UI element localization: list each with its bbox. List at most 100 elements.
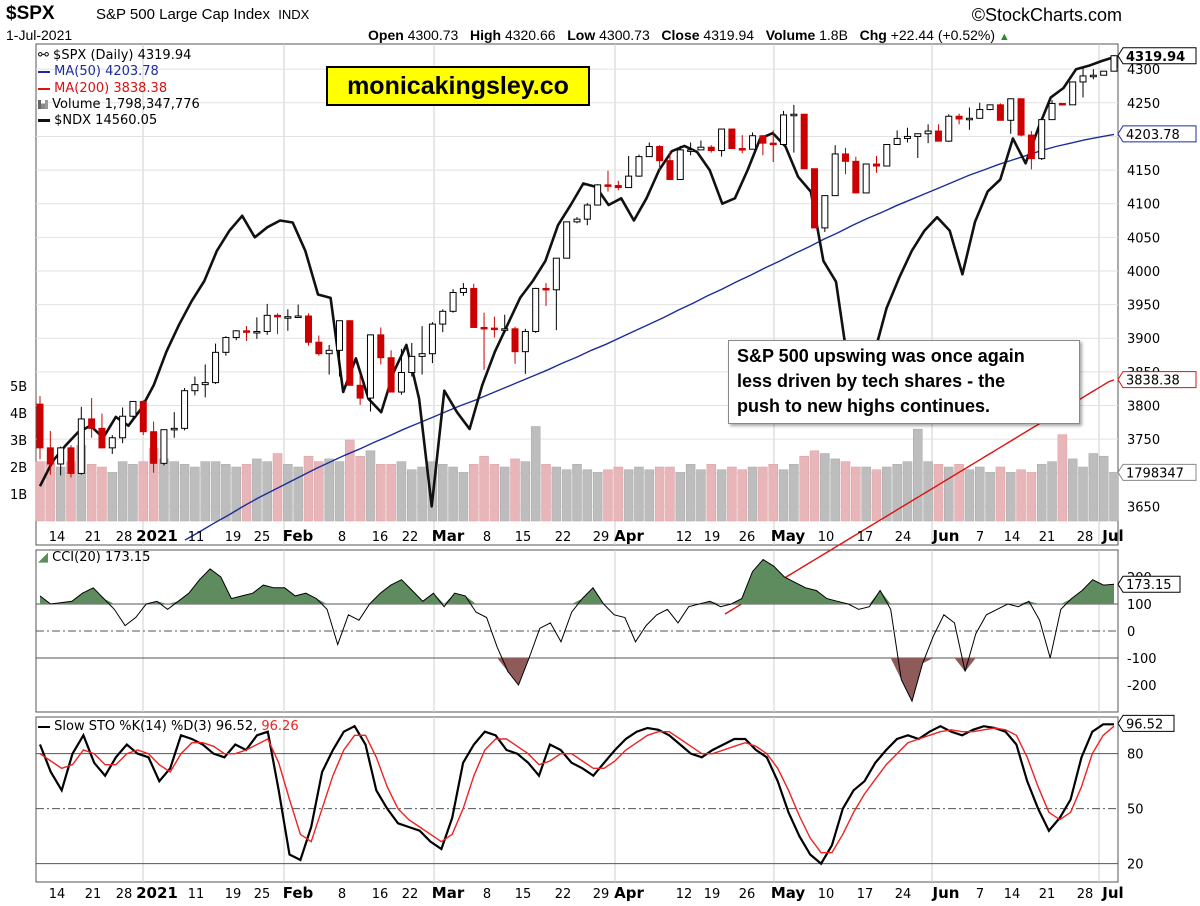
x-tick-label: 8	[338, 530, 346, 545]
bottom-x-tick-label: 25	[254, 887, 271, 902]
cci-line	[39, 558, 1115, 703]
cci-tick-label: -100	[1127, 652, 1157, 667]
volume-bar	[1016, 469, 1026, 522]
volume-bar	[541, 464, 551, 522]
date-label: 1-Jul-2021	[6, 27, 73, 43]
volume-bar	[345, 439, 355, 522]
volume-price-tag-box	[1117, 463, 1197, 481]
volume-bar	[665, 466, 675, 522]
x-tick-label: 24	[895, 530, 912, 545]
candle-body	[831, 153, 839, 197]
volume-bar	[1067, 458, 1078, 522]
candle-body	[36, 403, 44, 449]
legend-ma50: MA(50) 4203.78	[38, 64, 159, 79]
bottom-x-tick-label: Jul	[1101, 884, 1123, 902]
bottom-x-tick-label: 14	[49, 887, 66, 902]
x-tick-label: 8	[483, 530, 491, 545]
sto-tick-label: 20	[1127, 858, 1144, 873]
volume-bar	[179, 464, 190, 522]
x-tick-label: 15	[515, 530, 532, 545]
bottom-x-tick-label: 19	[225, 887, 242, 902]
candle-body	[656, 146, 664, 162]
candle-body	[150, 431, 158, 464]
bottom-x-tick-label: 28	[116, 887, 133, 902]
volume-bar	[582, 469, 593, 522]
chg-label: Chg	[859, 27, 887, 43]
candle-body	[274, 314, 282, 318]
candle-body	[1110, 55, 1118, 72]
candle-body	[191, 384, 199, 392]
x-tick-label: 28	[1077, 530, 1094, 545]
candle-body	[1058, 102, 1066, 106]
volume-bar	[396, 461, 407, 522]
volume-price-tag: 1798347	[1126, 466, 1184, 481]
bottom-x-tick-label: 21	[85, 887, 102, 902]
candle-body	[986, 104, 994, 111]
index-full-name: S&P 500 Large Cap Index	[96, 6, 271, 23]
candle-body	[212, 351, 220, 384]
volume-bar	[324, 458, 334, 522]
volume-bar	[1088, 453, 1099, 522]
candle-body	[759, 135, 767, 144]
candle-body	[449, 291, 457, 312]
candle-body	[976, 109, 984, 119]
volume-bar	[169, 461, 179, 522]
x-tick-label: 2021	[136, 527, 178, 545]
candle-body	[542, 287, 550, 291]
sto-series-k-line	[38, 723, 1114, 866]
volume-bar	[778, 469, 789, 522]
volume-tick-label: 2B	[10, 461, 27, 476]
candle-body	[707, 146, 715, 152]
volume-bar	[210, 461, 221, 522]
volume-bar	[737, 469, 747, 522]
annotation-box: S&P 500 upswing was once again less driv…	[728, 340, 1080, 424]
candle-body	[325, 349, 333, 355]
sto-tick-label: 80	[1127, 748, 1144, 763]
price-tick-label: 4150	[1127, 164, 1160, 179]
candle-body	[284, 316, 292, 319]
x-tick-label: Apr	[614, 527, 644, 545]
x-tick-label: 14	[1004, 530, 1021, 545]
volume-bar	[995, 466, 1006, 522]
candle-body	[77, 418, 85, 474]
volume-bar	[200, 461, 210, 522]
price-tick-label: 4100	[1127, 198, 1160, 213]
x-tick-label: 28	[116, 530, 133, 545]
candle-body	[521, 330, 529, 353]
candle-body	[749, 135, 757, 150]
x-tick-label: 10	[818, 530, 835, 545]
legend-price-icon: ⚯	[38, 48, 49, 63]
x-tick-label: 26	[739, 530, 756, 545]
price-tick-label: 3950	[1127, 299, 1160, 314]
volume-bar	[365, 450, 376, 522]
candle-body	[697, 146, 705, 151]
bottom-x-tick-label: May	[771, 884, 806, 902]
candle-body	[914, 133, 922, 137]
candle-body	[88, 418, 96, 429]
volume-bar	[592, 472, 603, 522]
bottom-x-tick-label: 22	[402, 887, 419, 902]
price-tick-label: 3650	[1127, 500, 1160, 515]
volume-bar	[417, 466, 427, 522]
volume-bar	[747, 466, 758, 522]
volume-bar	[685, 464, 696, 522]
candle-body	[800, 113, 808, 170]
x-tick-label: 22	[555, 530, 572, 545]
x-tick-label: 12	[676, 530, 693, 545]
bottom-x-tick-label: 16	[372, 887, 389, 902]
volume-bar	[117, 461, 128, 522]
candle-body	[604, 184, 612, 187]
bottom-x-tick-label: Jun	[932, 884, 960, 902]
x-tick-label: Feb	[283, 527, 314, 545]
volume-tick-label: 5B	[10, 380, 27, 395]
high-value: 4320.66	[504, 27, 556, 43]
candle-body	[924, 130, 932, 135]
volume-bar	[551, 466, 562, 522]
volume-bar	[128, 464, 138, 522]
cci-title-text: CCI(20) 173.15	[52, 550, 151, 565]
x-tick-label: May	[771, 527, 806, 545]
candle-body	[57, 447, 65, 465]
candle-body	[335, 320, 343, 351]
candle-body	[1017, 98, 1025, 136]
